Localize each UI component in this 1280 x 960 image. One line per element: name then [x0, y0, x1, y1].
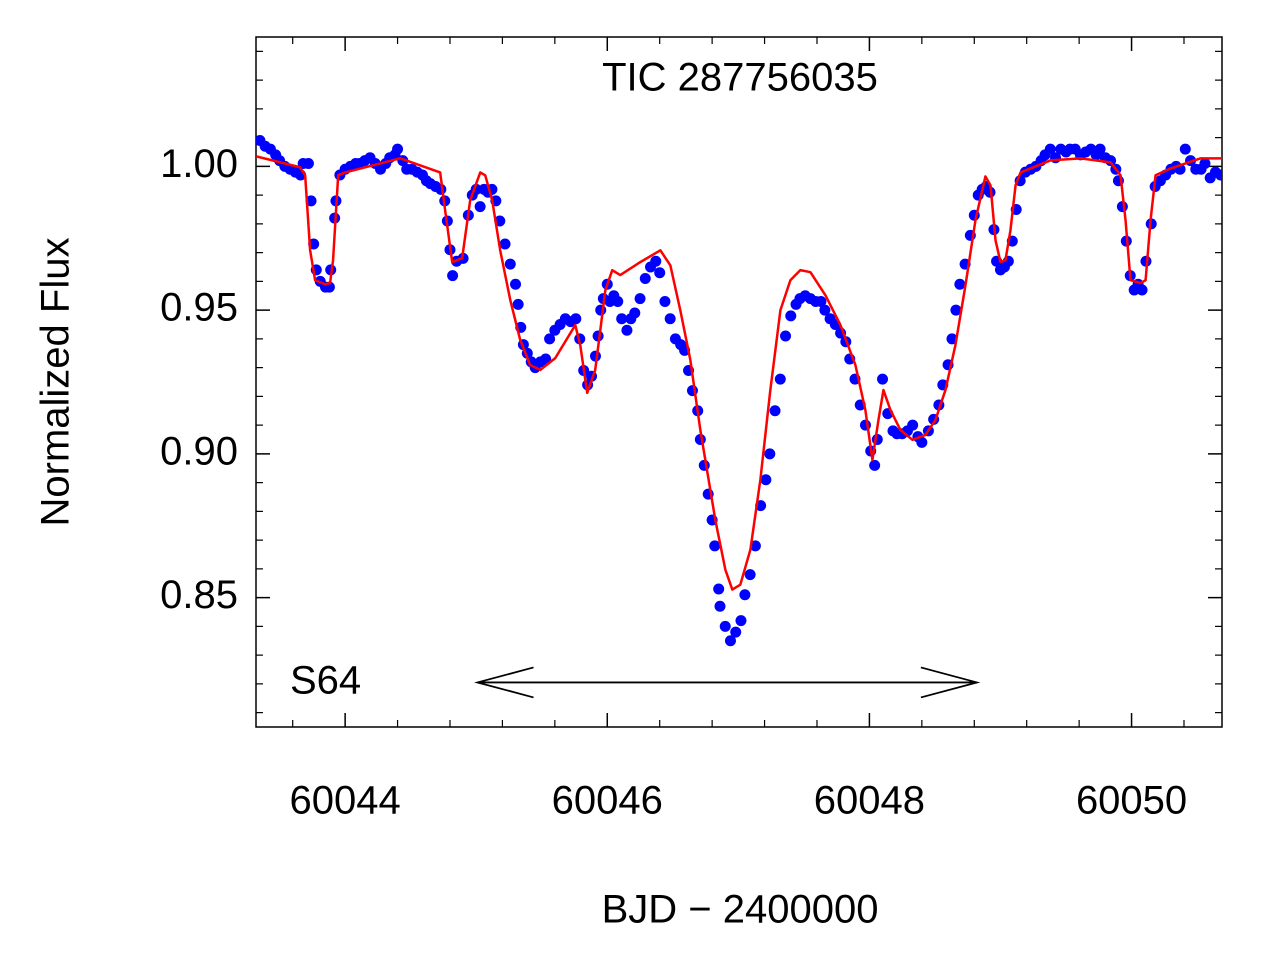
y-tick-label: 1.00: [160, 142, 238, 186]
y-tick-label: 0.90: [160, 429, 238, 473]
data-point: [877, 373, 889, 385]
data-point: [1179, 143, 1191, 155]
data-point: [730, 626, 742, 638]
data-point: [780, 330, 792, 342]
data-point: [544, 333, 556, 345]
data-point: [954, 278, 966, 290]
data-point: [769, 405, 781, 417]
data-point: [612, 296, 624, 307]
y-tick-label: 0.85: [160, 573, 238, 617]
data-point: [774, 373, 786, 385]
x-tick-label: 60046: [552, 779, 663, 823]
data-point: [447, 270, 459, 282]
x-tick-label: 60048: [814, 779, 925, 823]
data-point: [654, 267, 666, 279]
data-point: [760, 474, 772, 486]
data-point: [392, 143, 404, 155]
data-point: [650, 255, 662, 267]
data-point: [474, 201, 486, 213]
data-point: [819, 304, 831, 316]
y-axis-label: Normalized Flux: [34, 238, 78, 527]
data-point: [639, 273, 651, 284]
chart-title: TIC 287756035: [602, 56, 878, 100]
arrow-head: [920, 666, 981, 699]
data-point: [744, 569, 756, 581]
data-point: [634, 293, 646, 305]
data-point: [499, 238, 511, 250]
plot-frame: [255, 36, 1223, 728]
data-point: [907, 419, 919, 431]
data-point: [1199, 158, 1211, 169]
data-point: [764, 448, 776, 460]
plot-area: [256, 135, 1222, 647]
data-point: [621, 324, 633, 336]
data-point: [1136, 284, 1148, 296]
data-point: [749, 540, 761, 552]
data-point: [859, 419, 871, 431]
data-point: [570, 313, 582, 325]
data-point: [595, 304, 607, 316]
data-point: [1094, 143, 1106, 155]
data-point: [713, 583, 725, 595]
data-point: [1044, 143, 1056, 155]
data-point: [735, 615, 747, 627]
data-point: [709, 540, 721, 552]
data-point: [510, 278, 522, 290]
x-axis-label: BJD − 2400000: [602, 888, 879, 932]
data-point: [714, 600, 726, 612]
data-point: [950, 304, 962, 316]
data-point: [305, 195, 317, 207]
data-point: [512, 298, 524, 310]
data-point: [659, 296, 671, 307]
arrow-head: [474, 666, 534, 699]
data-point: [739, 589, 751, 601]
data-point: [719, 620, 731, 632]
data-point: [785, 310, 797, 322]
data-point: [540, 353, 552, 365]
data-point: [302, 158, 314, 169]
data-point: [629, 307, 641, 319]
data-point: [664, 313, 676, 325]
data-point: [724, 635, 736, 647]
data-point: [869, 459, 881, 471]
data-point: [1105, 155, 1117, 167]
data-point: [504, 258, 516, 270]
annotation-label: S64: [290, 659, 361, 703]
data-point: [616, 313, 628, 325]
data-point: [916, 436, 928, 448]
x-tick-label: 60044: [290, 779, 401, 823]
data-point: [1215, 169, 1222, 181]
x-tick-label: 60050: [1076, 779, 1187, 823]
model-line: [256, 155, 1222, 591]
data-point: [815, 296, 827, 307]
y-tick-label: 0.95: [160, 286, 238, 330]
